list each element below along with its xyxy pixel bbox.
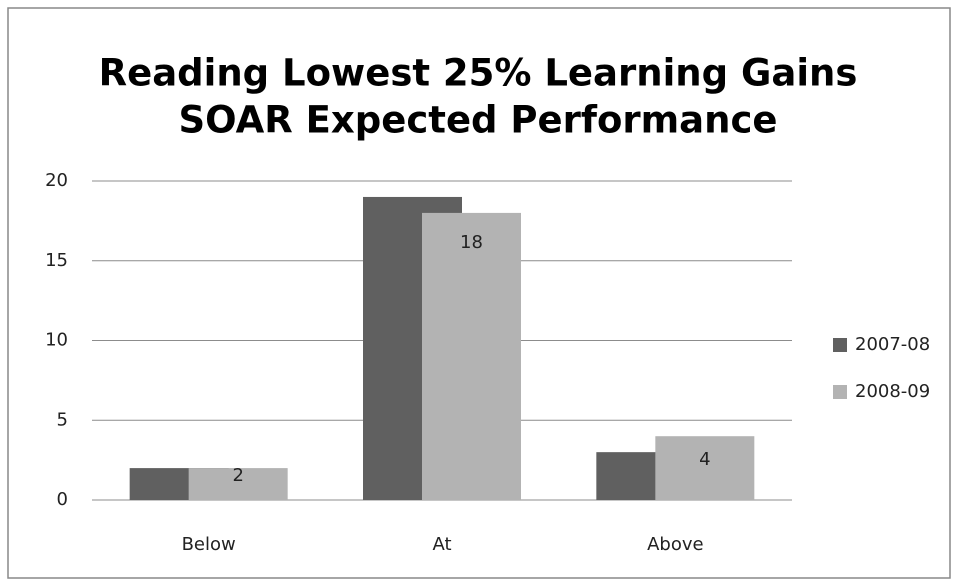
data-label: 4 <box>699 449 710 470</box>
bar <box>188 468 288 500</box>
y-tick-label: 5 <box>57 409 68 430</box>
bar <box>422 212 521 500</box>
data-label: 2 <box>232 465 243 486</box>
x-tick-label: Above <box>647 534 703 555</box>
y-tick-label: 20 <box>45 170 68 191</box>
x-tick-label: At <box>432 534 451 555</box>
bar <box>655 436 755 500</box>
legend-swatch <box>833 385 847 399</box>
y-tick-label: 15 <box>45 250 68 271</box>
chart-title: SOAR Expected Performance <box>178 99 777 142</box>
data-label: 18 <box>460 232 483 253</box>
y-tick-label: 0 <box>57 489 68 510</box>
legend-swatch <box>833 338 847 352</box>
legend-label: 2008-09 <box>855 381 930 402</box>
y-tick-label: 10 <box>45 330 68 351</box>
legend-label: 2007-08 <box>855 334 930 355</box>
chart-title: Reading Lowest 25% Learning Gains <box>99 52 858 95</box>
x-tick-label: Below <box>182 534 236 555</box>
